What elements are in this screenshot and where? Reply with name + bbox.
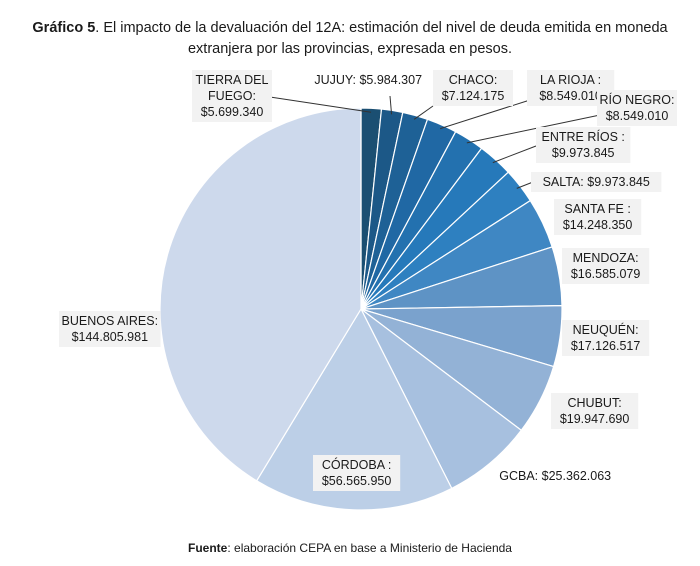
data-label-entre-ríos: ENTRE RÍOS : [542,129,625,144]
data-label-río-negro: $8.549.010 [606,109,669,123]
data-label-tierra-del-fuego: TIERRA DEL [196,73,269,87]
data-label-gcba: GCBA: $25.362.063 [499,469,611,483]
data-label-córdoba: CÓRDOBA : [322,457,391,472]
data-label-neuquén: $17.126.517 [571,339,641,353]
data-label-córdoba: $56.565.950 [322,474,392,488]
data-label-box [562,248,650,284]
data-label-box [551,393,639,429]
data-label-mendoza: MENDOZA: [573,251,639,265]
data-label-entre-ríos: $9.973.845 [552,146,615,160]
data-label-tierra-del-fuego: $5.699.340 [201,105,264,119]
data-label-chubut: $19.947.690 [560,412,630,426]
data-label-box [597,90,677,126]
data-label-box [433,70,513,106]
data-label-santa-fe: SANTA FE : [564,202,630,216]
chart-title-text: . El impacto de la devaluación del 12A: … [95,20,668,57]
data-label-santa-fe: $14.248.350 [563,218,633,232]
data-label-chaco: CHACO: [449,73,498,87]
data-label-box [562,320,650,356]
leader-line [516,181,534,189]
pie-chart: TIERRA DEL FUEGO: $5.699.340 JUJUY: $5.984.… [59,70,677,511]
data-label-neuquén: NEUQUÉN: [573,322,639,337]
leader-line [389,95,393,115]
data-label-chubut: CHUBUT: [568,396,622,410]
leader-line [466,114,601,144]
data-label-box [536,127,631,163]
data-label-box [59,311,161,347]
chart-title: Gráfico 5. El impacto de la devaluación … [10,18,690,60]
chart-title-prefix: Gráfico 5 [32,20,96,36]
data-label-la-rioja: $8.549.010 [539,89,602,103]
data-label-box [554,199,642,235]
data-label-tierra-del-fuego: FUEGO: [208,89,256,103]
source-prefix: Fuente [188,541,228,555]
source-text: : elaboración CEPA en base a Ministerio … [227,541,512,555]
leader-line [440,99,531,130]
data-label-box [531,172,662,192]
data-label-box [313,455,401,491]
pie-slices [159,107,563,511]
leader-lines [269,95,601,189]
chart-source: Fuente: elaboración CEPA en base a Minis… [0,541,700,555]
data-label-salta: SALTA: $9.973.845 [543,175,650,189]
data-label-box [192,70,272,122]
leader-line [492,145,537,164]
data-label-jujuy: JUJUY: $5.984.307 [314,73,422,87]
data-label-mendoza: $16.585.079 [571,267,641,281]
data-label-río-negro: RÍO NEGRO: [599,92,674,107]
data-label-buenos-aires: $144.805.981 [72,330,149,344]
pie-slice-córdoba [255,307,453,511]
data-labels: TIERRA DEL FUEGO: $5.699.340 JUJUY: $5.984.… [59,70,677,491]
data-label-la-rioja: LA RIOJA : [540,73,601,87]
data-label-buenos-aires: BUENOS AIRES: [62,314,159,328]
pie-slice-buenos-aires [159,107,362,482]
leader-line [413,105,434,120]
leader-line [269,96,372,113]
data-label-chaco: $7.124.175 [442,89,505,103]
